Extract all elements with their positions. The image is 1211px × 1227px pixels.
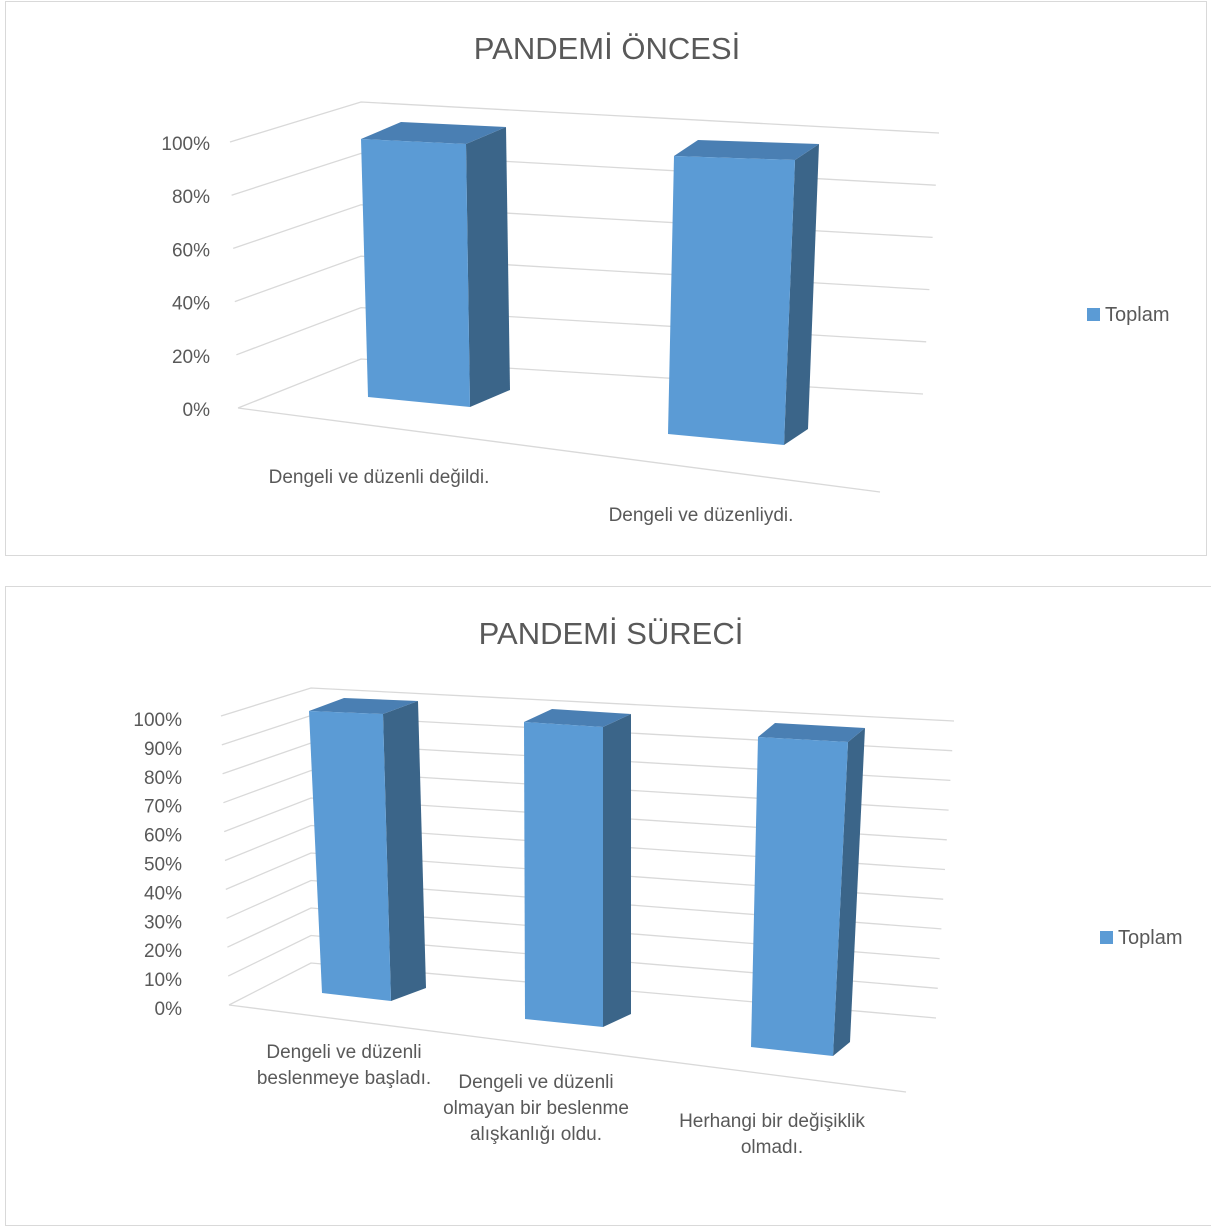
- x-category-label: Dengeli ve düzenli değildi.: [269, 467, 490, 488]
- bar-side: [603, 714, 631, 1027]
- bars: [361, 122, 819, 445]
- gridline: [223, 797, 947, 841]
- gridline: [226, 879, 942, 930]
- bar-front: [668, 156, 795, 445]
- gridline: [224, 824, 946, 871]
- bar: [309, 698, 426, 1001]
- gridline: [225, 852, 944, 900]
- gridline: [229, 101, 940, 143]
- bar-side: [833, 728, 865, 1056]
- y-tick-label: 30%: [144, 912, 182, 933]
- y-tick-label: 0%: [155, 999, 183, 1020]
- bar-top: [309, 698, 418, 714]
- gridline: [236, 306, 927, 356]
- y-tick-label: 20%: [172, 347, 210, 368]
- legend-label: Toplam: [1118, 927, 1182, 949]
- chart-title: PANDEMİ SÜRECİ: [479, 616, 744, 651]
- legend-swatch: [1087, 308, 1100, 321]
- y-tick-label: 80%: [172, 187, 210, 208]
- bar: [668, 140, 819, 445]
- bars: [309, 698, 865, 1056]
- x-category-label: Herhangi bir değişiklik olmadı.: [679, 1111, 865, 1158]
- legend: Toplam: [1087, 304, 1169, 326]
- bar: [524, 709, 631, 1027]
- y-tick-label: 80%: [144, 768, 182, 789]
- floor-gridline: [228, 962, 937, 1019]
- gridline: [232, 204, 933, 250]
- bar-front: [309, 711, 391, 1001]
- floor-gridline: [237, 358, 924, 409]
- bar-front: [361, 139, 470, 407]
- chart-panel-pandemi-oncesi: PANDEMİ ÖNCESİ 0% 20% 40% 60% 80% 100% Dengel…: [5, 1, 1207, 556]
- legend-swatch: [1100, 931, 1113, 944]
- y-tick-label: 10%: [144, 970, 182, 991]
- gridline: [231, 152, 936, 196]
- x-axis-categories: Dengeli ve düzenli değildi. Dengeli ve dü…: [269, 467, 794, 526]
- y-tick-label: 60%: [172, 240, 210, 261]
- y-tick-label: 50%: [144, 855, 182, 876]
- bar-side: [466, 127, 510, 407]
- bar-side: [383, 701, 426, 1001]
- y-tick-label: 20%: [144, 941, 182, 962]
- x-category-label: Dengeli ve düzenli olmayan bir beslenme al…: [443, 1072, 629, 1145]
- y-tick-label: 0%: [183, 400, 211, 421]
- bar: [361, 122, 510, 407]
- chart-panel-pandemi-sureci: PANDEMİ SÜRECİ 0% 10% 20% 30% 40% 50% 60% 70% 80…: [5, 586, 1211, 1226]
- legend-label: Toplam: [1105, 304, 1169, 326]
- bar-front: [524, 722, 603, 1027]
- x-category-label: Dengeli ve düzenli beslenmeye başladı.: [257, 1042, 431, 1089]
- gridline: [227, 934, 938, 989]
- bar-top: [674, 140, 819, 160]
- y-axis-ticks: 0% 20% 40% 60% 80% 100%: [161, 134, 210, 421]
- bar-top: [361, 122, 506, 144]
- x-category-label: Dengeli ve düzenliydi.: [609, 505, 794, 526]
- y-tick-label: 40%: [172, 294, 210, 315]
- gridline: [234, 255, 930, 303]
- y-tick-label: 100%: [161, 134, 210, 155]
- y-tick-label: 40%: [144, 883, 182, 904]
- bar-front: [751, 737, 848, 1056]
- y-tick-label: 90%: [144, 739, 182, 760]
- gridline: [223, 769, 949, 811]
- gridlines: [229, 101, 940, 493]
- floor-front-edge: [237, 407, 881, 493]
- legend: Toplam: [1100, 927, 1182, 949]
- x-axis-categories: Dengeli ve düzenli beslenmeye başladı. Den…: [257, 1042, 866, 1158]
- bar-top: [524, 709, 631, 727]
- gridline: [220, 687, 955, 722]
- bar: [751, 723, 865, 1056]
- gridline: [227, 907, 940, 960]
- y-tick-label: 70%: [144, 797, 182, 818]
- y-tick-label: 100%: [133, 710, 182, 731]
- floor-front-edge: [228, 1004, 907, 1093]
- bar-side: [784, 144, 819, 445]
- chart-title: PANDEMİ ÖNCESİ: [474, 31, 740, 66]
- y-axis-ticks: 0% 10% 20% 30% 40% 50% 60% 70% 80% 90% 100%: [133, 710, 182, 1020]
- bar-top: [758, 723, 865, 742]
- y-tick-label: 60%: [144, 826, 182, 847]
